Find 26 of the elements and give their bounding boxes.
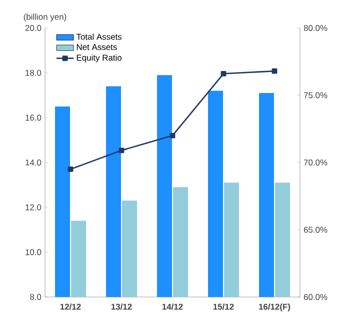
point (118, 148, 124, 154)
y-tick-label: 16.0 (26, 114, 42, 121)
point (68, 166, 74, 172)
x-tick-label: 14/12 (162, 304, 183, 310)
y-tick-label: 20.0 (25, 25, 42, 31)
y-axis-title: (billion yen) (24, 14, 66, 22)
y-tick-label: 14.0 (26, 160, 42, 166)
legend-label: Total Assets (76, 34, 122, 40)
legend-label: Net Assets (76, 44, 117, 50)
y2-tick-label: 70.0% (304, 160, 328, 166)
y-tick-label: 18.0 (26, 70, 42, 76)
point (170, 132, 176, 138)
point (272, 68, 278, 74)
y-tick-label: 10.0 (26, 249, 42, 256)
x-tick-label: 13/12 (111, 304, 132, 310)
y2-tick-label: 75.0% (304, 92, 328, 98)
x-tick-label: 16/12(F) (259, 304, 290, 312)
y2-tick-label: 65.0% (304, 226, 328, 233)
legend-label: Equity Ratio (76, 54, 122, 62)
y-tick-label: 8.0 (30, 294, 42, 300)
point (220, 71, 226, 76)
y2-tick-label: 60.0% (304, 294, 328, 300)
x-tick-label: 12/12 (60, 304, 81, 310)
x-tick-label: 15/12 (213, 304, 234, 310)
y2-tick-label: 80.0% (304, 25, 328, 31)
y-tick-label: 12.0 (26, 204, 42, 210)
